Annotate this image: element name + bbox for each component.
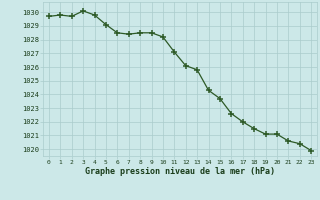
X-axis label: Graphe pression niveau de la mer (hPa): Graphe pression niveau de la mer (hPa) — [85, 167, 275, 176]
